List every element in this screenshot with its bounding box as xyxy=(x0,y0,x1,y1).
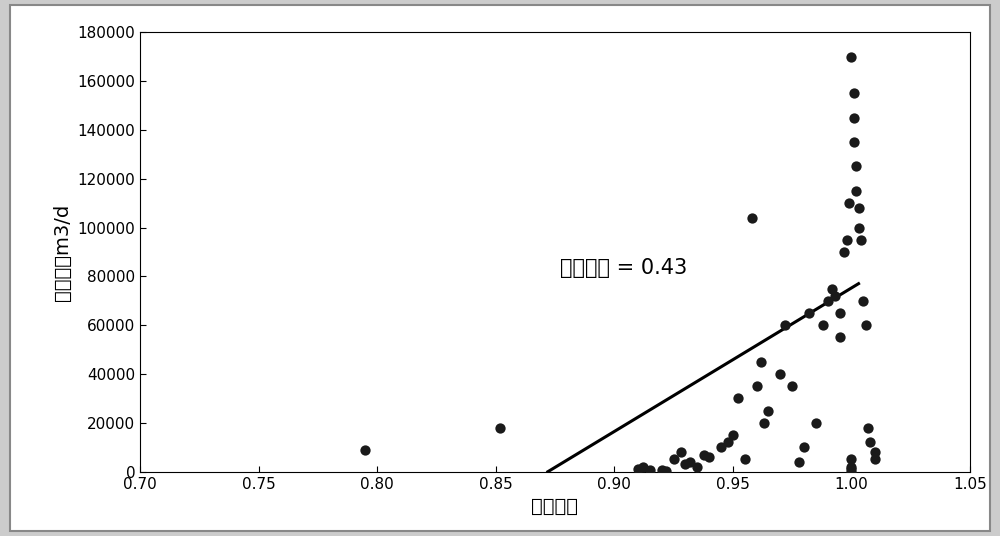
Point xyxy=(808,419,824,427)
Point xyxy=(777,321,793,330)
Y-axis label: 无限流量m3/d: 无限流量m3/d xyxy=(53,203,72,301)
Point xyxy=(867,455,883,464)
Point xyxy=(843,465,859,473)
Point xyxy=(820,296,836,305)
Point xyxy=(855,296,871,305)
Point xyxy=(673,448,689,457)
Point xyxy=(784,382,800,391)
Point xyxy=(689,463,705,471)
Point xyxy=(832,309,848,317)
Point xyxy=(843,463,859,471)
Point xyxy=(860,423,876,432)
Point xyxy=(701,453,717,461)
Point xyxy=(848,187,864,195)
Point xyxy=(753,358,769,366)
Point xyxy=(720,438,736,446)
Point xyxy=(867,448,883,457)
Point xyxy=(846,89,862,98)
Point xyxy=(492,423,508,432)
Point xyxy=(772,370,788,378)
Point xyxy=(801,309,817,317)
Point xyxy=(839,235,855,244)
Point xyxy=(846,138,862,146)
Point xyxy=(725,431,741,440)
Text: 相关系数 = 0.43: 相关系数 = 0.43 xyxy=(560,258,687,278)
Point xyxy=(843,53,859,61)
Point xyxy=(760,406,776,415)
Point xyxy=(843,455,859,464)
Point xyxy=(696,450,712,459)
Point xyxy=(848,162,864,171)
Point xyxy=(677,460,693,468)
X-axis label: 压力系数: 压力系数 xyxy=(532,497,578,516)
Point xyxy=(862,438,878,446)
Point xyxy=(666,455,682,464)
Point xyxy=(658,466,674,475)
Point xyxy=(824,284,840,293)
Point xyxy=(682,458,698,466)
Point xyxy=(853,235,869,244)
Point xyxy=(858,321,874,330)
Point xyxy=(815,321,831,330)
Point xyxy=(846,113,862,122)
Point xyxy=(851,204,867,212)
Point xyxy=(357,445,373,454)
Point xyxy=(654,466,670,475)
Point xyxy=(642,466,658,475)
Point xyxy=(851,223,867,232)
Point xyxy=(756,419,772,427)
Point xyxy=(749,382,765,391)
Point xyxy=(836,248,852,256)
Point xyxy=(635,463,651,471)
Point xyxy=(827,292,843,300)
Point xyxy=(841,199,857,207)
Point xyxy=(713,443,729,451)
Point xyxy=(737,455,753,464)
Point xyxy=(730,394,746,403)
Point xyxy=(630,465,646,473)
Point xyxy=(744,213,760,222)
Point xyxy=(791,458,807,466)
Point xyxy=(796,443,812,451)
Point xyxy=(832,333,848,341)
Point xyxy=(843,467,859,476)
